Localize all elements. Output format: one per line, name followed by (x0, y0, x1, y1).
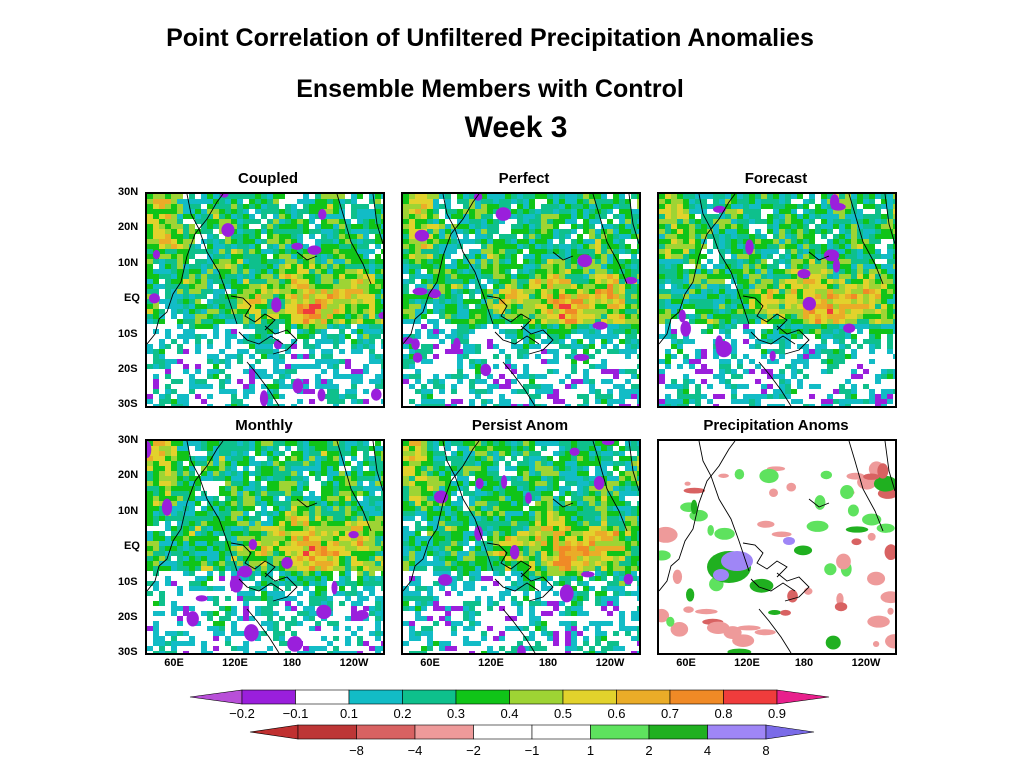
correlation-map (659, 194, 895, 406)
colorbar-segment (707, 724, 767, 740)
panel-title-persist-anom: Persist Anom (471, 417, 569, 434)
colorbar-segment (531, 724, 591, 740)
x-tick-label: 120E (734, 657, 760, 669)
panel-precipitation-anoms-map (657, 439, 897, 655)
colorbar-segment (241, 689, 296, 705)
colorbar-label: 0.8 (714, 706, 732, 721)
y-tick-label: 20N (118, 221, 139, 233)
colorbar-segment (616, 689, 671, 705)
colorbar-label: −2 (466, 743, 481, 758)
colorbar-label: −0.2 (229, 706, 255, 721)
colorbar-low-arrow (189, 689, 243, 705)
y-tick-label: 10S (118, 328, 138, 340)
panel-persist-anom-map (401, 439, 641, 655)
panel-coupled-map (145, 192, 385, 408)
x-tick-label: 120W (595, 657, 625, 669)
x-tick-label: 120E (478, 657, 504, 669)
x-tick-label: 180 (794, 657, 814, 669)
panel-title-precipitation-anoms: Precipitation Anoms (703, 417, 849, 434)
colorbar-segment (455, 689, 510, 705)
y-tick-label: 30S (118, 398, 138, 410)
colorbar-label: 0.5 (554, 706, 572, 721)
colorbar-low-arrow (249, 724, 299, 740)
colorbar-label: 0.3 (447, 706, 465, 721)
colorbar-segment (356, 724, 416, 740)
colorbar-segment (402, 689, 457, 705)
colorbar-high-arrow (765, 724, 815, 740)
y-tick-label: 20N (118, 469, 139, 481)
correlation-map (147, 441, 383, 653)
colorbar-segment (473, 724, 533, 740)
correlation-map (147, 194, 383, 406)
x-tick-label: 120E (222, 657, 248, 669)
x-tick-label: 120W (339, 657, 369, 669)
correlation-map (403, 441, 639, 653)
colorbar-label: 0.9 (768, 706, 786, 721)
colorbar-segment (590, 724, 650, 740)
x-tick-label: 60E (420, 657, 440, 669)
x-tick-label: 60E (164, 657, 184, 669)
colorbar-label: 0.6 (607, 706, 625, 721)
colorbar-segment (348, 689, 403, 705)
colorbar-label: 0.1 (340, 706, 358, 721)
x-tick-label: 60E (676, 657, 696, 669)
panel-forecast-map (657, 192, 897, 408)
y-tick-label: 20S (118, 363, 138, 375)
panel-title-perfect: Perfect (498, 170, 550, 187)
y-tick-label: 30N (118, 434, 139, 446)
y-tick-label: 20S (118, 611, 138, 623)
colorbar-label: 0.7 (661, 706, 679, 721)
correlation-map (403, 194, 639, 406)
colorbar-label: −8 (349, 743, 364, 758)
colorbar-high-arrow (776, 689, 830, 705)
colorbar-segment (509, 689, 564, 705)
colorbar-segment (669, 689, 724, 705)
colorbar-label: −0.1 (283, 706, 309, 721)
week-title: Week 3 (464, 111, 568, 144)
colorbar-segment (648, 724, 708, 740)
colorbar-label: −4 (408, 743, 423, 758)
colorbar-label: 2 (645, 743, 652, 758)
panel-perfect-map (401, 192, 641, 408)
y-tick-label: 30S (118, 646, 138, 658)
colorbar-segment (295, 689, 350, 705)
panel-title-forecast: Forecast (744, 170, 808, 187)
colorbar-label: −1 (525, 743, 540, 758)
subtitle: Ensemble Members with Control (296, 75, 684, 103)
colorbar-segment (414, 724, 474, 740)
colorbar-label: 0.2 (393, 706, 411, 721)
colorbar-segment (297, 724, 357, 740)
colorbar-label: 8 (762, 743, 769, 758)
y-tick-label: 10N (118, 505, 139, 517)
panel-title-monthly: Monthly (235, 417, 293, 434)
colorbar-label: 1 (587, 743, 594, 758)
colorbar-label: 4 (704, 743, 711, 758)
panel-title-coupled: Coupled (238, 170, 298, 187)
y-tick-label: 10N (118, 257, 139, 269)
colorbar-segment (562, 689, 617, 705)
colorbar-segment (723, 689, 778, 705)
y-tick-label: 10S (118, 576, 138, 588)
x-tick-label: 180 (538, 657, 558, 669)
y-tick-label: EQ (124, 540, 140, 552)
y-tick-label: 30N (118, 186, 139, 198)
colorbar-label: 0.4 (500, 706, 518, 721)
y-tick-label: EQ (124, 292, 140, 304)
precip-anom-map (659, 441, 895, 653)
x-tick-label: 120W (851, 657, 881, 669)
x-tick-label: 180 (282, 657, 302, 669)
main-title: Point Correlation of Unfiltered Precipit… (166, 24, 814, 52)
panel-monthly-map (145, 439, 385, 655)
